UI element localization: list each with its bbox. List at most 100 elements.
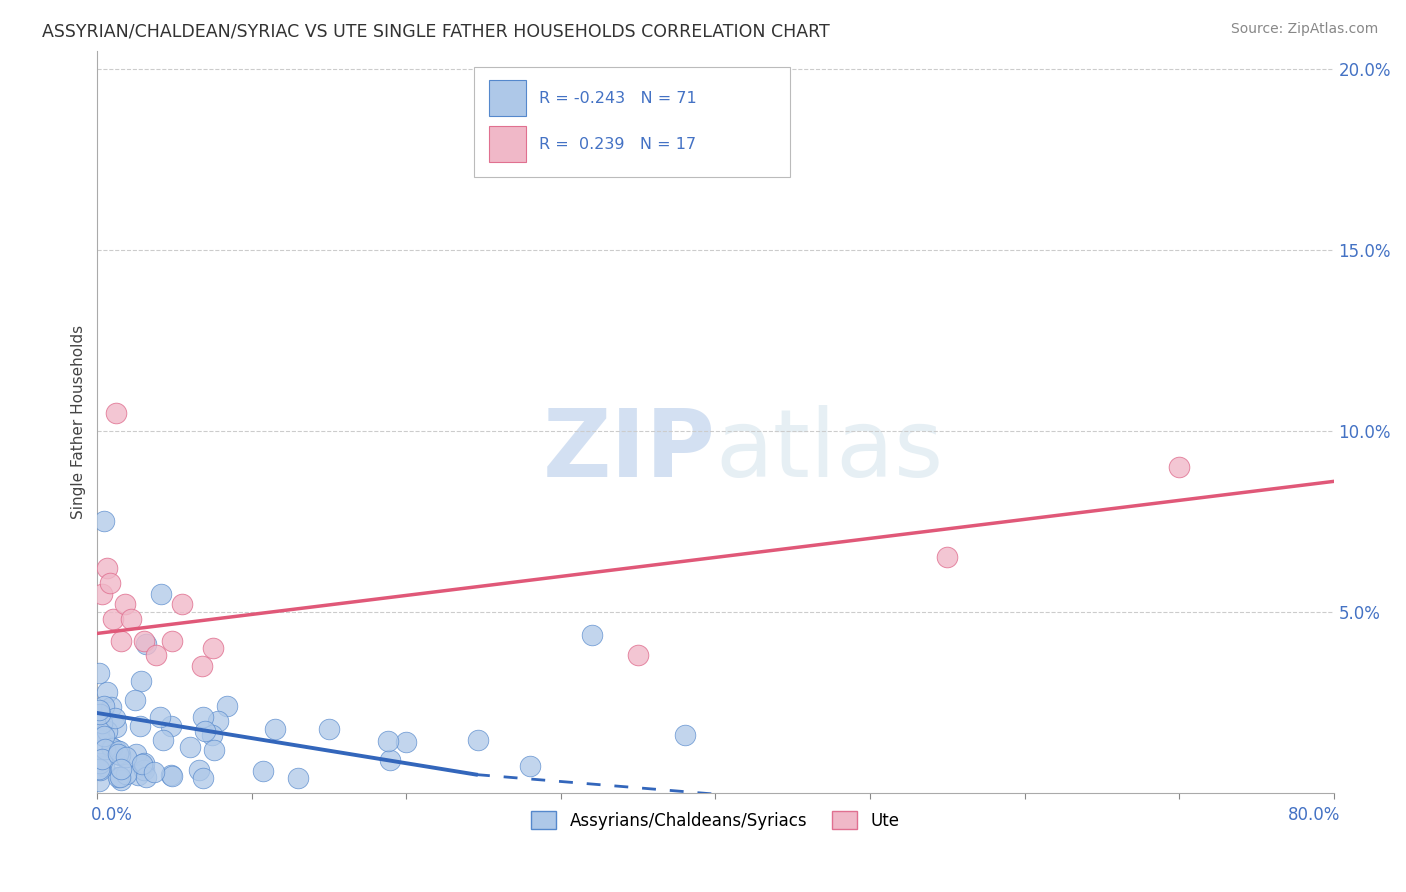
Point (87, 703, 110, 717)
Point (134, 756, 156, 770)
Point (132, 758, 155, 772)
Point (152, 733, 174, 747)
Point (98, 575, 121, 590)
Point (89, 733, 111, 747)
Point (194, 724, 217, 739)
Point (115, 767, 138, 781)
Point (110, 633, 132, 648)
Point (94, 742, 117, 756)
Point (100, 740, 122, 755)
Point (264, 722, 287, 736)
Point (519, 759, 541, 773)
Point (179, 739, 201, 754)
Point (100, 699, 122, 714)
Point (87, 665, 110, 680)
Point (89, 764, 111, 778)
Point (107, 747, 129, 761)
Text: ZIP: ZIP (543, 405, 716, 498)
Legend: Assyrians/Chaldeans/Syriacs, Ute: Assyrians/Chaldeans/Syriacs, Ute (524, 805, 907, 837)
Text: Source: ZipAtlas.com: Source: ZipAtlas.com (1230, 22, 1378, 37)
Point (93, 514, 115, 528)
Point (217, 698, 239, 713)
Point (87, 774, 110, 789)
Point (936, 550, 959, 565)
Point (150, 586, 173, 600)
Point (187, 763, 209, 777)
FancyBboxPatch shape (474, 67, 790, 177)
Point (673, 728, 696, 742)
Point (89, 706, 111, 721)
Point (207, 714, 229, 729)
Point (105, 743, 128, 757)
Point (581, 628, 603, 642)
Point (160, 767, 183, 781)
Point (110, 763, 132, 777)
Point (96, 723, 118, 738)
Point (87, 762, 110, 776)
Point (191, 772, 214, 786)
Point (135, 637, 157, 651)
Point (127, 767, 149, 781)
Point (395, 735, 418, 749)
Point (93, 730, 115, 744)
Point (93, 698, 115, 713)
Point (131, 757, 153, 772)
Point (87, 723, 110, 738)
Point (108, 770, 131, 784)
Point (104, 711, 127, 725)
Point (132, 633, 155, 648)
Point (252, 764, 274, 779)
FancyBboxPatch shape (489, 127, 526, 162)
Point (132, 763, 155, 777)
Point (96, 684, 118, 698)
Point (120, 612, 142, 626)
Point (191, 659, 214, 673)
Point (149, 710, 172, 724)
Point (202, 640, 225, 655)
Point (104, 406, 127, 420)
Text: atlas: atlas (716, 405, 943, 498)
Point (160, 633, 183, 648)
Point (124, 747, 146, 762)
Point (89, 756, 111, 770)
Text: 80.0%: 80.0% (1288, 806, 1340, 824)
Point (96, 561, 118, 575)
Point (91, 751, 114, 765)
Point (124, 693, 146, 707)
Point (90, 715, 112, 730)
Point (160, 768, 183, 782)
Point (108, 744, 131, 758)
Text: 0.0%: 0.0% (91, 806, 134, 824)
Point (1168, 459, 1191, 474)
Point (135, 770, 157, 784)
Point (202, 743, 225, 757)
Point (172, 598, 194, 612)
FancyBboxPatch shape (489, 80, 526, 116)
Point (627, 648, 650, 662)
Text: R =  0.239   N = 17: R = 0.239 N = 17 (538, 136, 696, 152)
Text: ASSYRIAN/CHALDEAN/SYRIAC VS UTE SINGLE FATHER HOUSEHOLDS CORRELATION CHART: ASSYRIAN/CHALDEAN/SYRIAC VS UTE SINGLE F… (42, 22, 830, 40)
Point (104, 720, 127, 734)
Point (193, 710, 215, 724)
Point (377, 734, 399, 748)
Point (91, 586, 114, 600)
Point (145, 648, 167, 662)
Point (101, 740, 124, 755)
Point (201, 728, 224, 742)
Point (93, 759, 115, 773)
Point (114, 750, 136, 764)
Point (107, 770, 129, 784)
Point (101, 612, 124, 626)
Point (114, 598, 136, 612)
Point (142, 765, 165, 780)
Point (131, 673, 153, 688)
Point (129, 719, 152, 733)
Y-axis label: Single Father Households: Single Father Households (72, 325, 86, 519)
Point (160, 719, 183, 733)
Point (108, 747, 131, 762)
Point (110, 772, 132, 787)
Point (378, 753, 401, 767)
Text: R = -0.243   N = 71: R = -0.243 N = 71 (538, 91, 696, 105)
Point (318, 722, 340, 736)
Point (467, 733, 489, 747)
